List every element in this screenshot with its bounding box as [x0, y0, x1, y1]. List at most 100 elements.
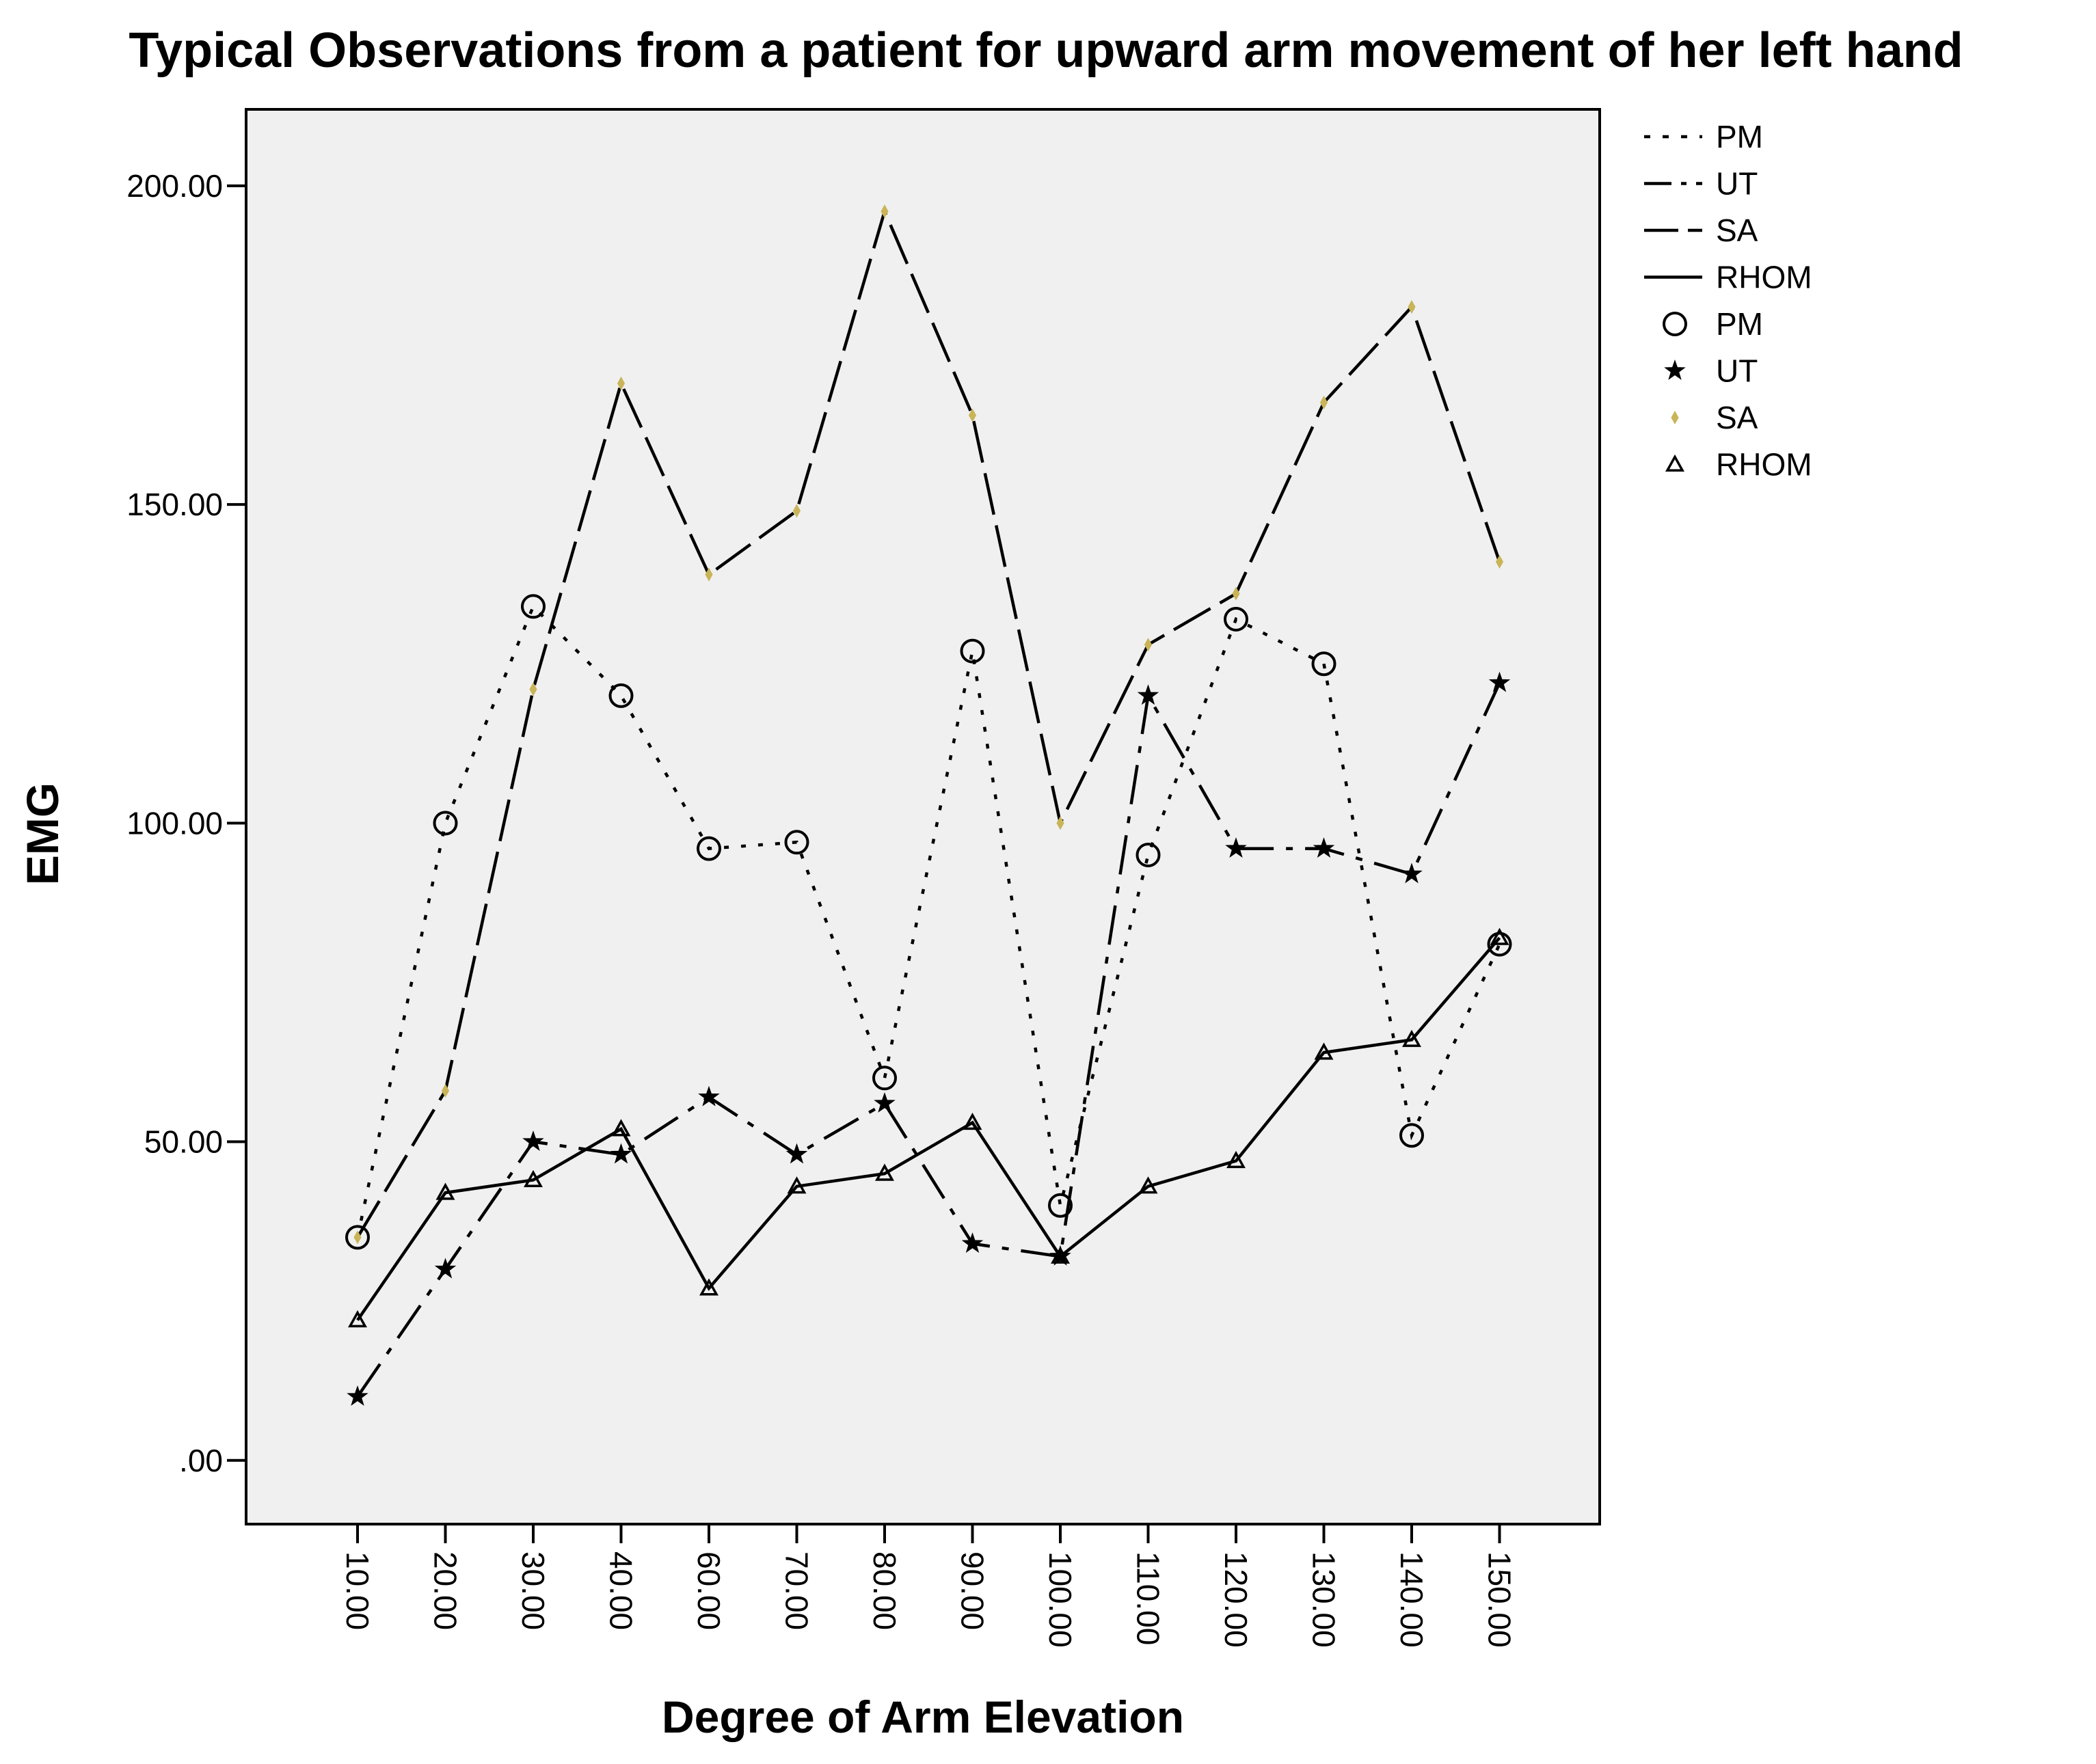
- data-point-ut: [874, 1092, 896, 1113]
- data-point-sa: [792, 504, 801, 518]
- series-line-rhom: [356, 936, 1501, 1321]
- x-tick-label: 150.00: [1482, 1551, 1518, 1648]
- data-point-rhom: [524, 1169, 543, 1188]
- data-point-rhom: [611, 1119, 631, 1137]
- legend: PM UT SA RHOM PM UT SA RHOM: [1644, 119, 1812, 483]
- x-tick-label: 20.00: [428, 1551, 463, 1630]
- legend-label-sa-marker: SA: [1716, 400, 1758, 435]
- data-point-ut: [522, 1130, 544, 1151]
- data-point-sa: [1408, 300, 1416, 314]
- data-point-rhom: [787, 1176, 807, 1194]
- data-point-sa: [441, 1083, 450, 1098]
- data-point-sa: [353, 1230, 362, 1245]
- data-point-rhom: [1402, 1029, 1421, 1047]
- chart-title: Typical Observations from a patient for …: [129, 23, 1963, 78]
- x-tick-label: 40.00: [604, 1551, 639, 1630]
- y-axis: .00 50.00 100.00 150.00 200.00: [126, 168, 246, 1478]
- y-tick-label: 150.00: [126, 487, 223, 522]
- x-tick-label: 90.00: [955, 1551, 991, 1630]
- data-point-ut: [1049, 1245, 1071, 1266]
- x-tick-label: 100.00: [1043, 1551, 1078, 1648]
- y-axis-title: EMG: [17, 783, 68, 885]
- data-point-ut: [347, 1385, 368, 1406]
- data-point-ut: [698, 1085, 720, 1107]
- legend-label-sa-line: SA: [1716, 213, 1758, 248]
- data-point-ut: [1137, 684, 1159, 705]
- data-point-pm: [960, 638, 985, 664]
- data-point-pm: [872, 1066, 897, 1091]
- data-point-ut: [1401, 863, 1423, 884]
- legend-marker-rhom: [1665, 454, 1684, 472]
- data-point-pm: [1487, 932, 1512, 957]
- data-point-pm: [521, 594, 546, 619]
- x-tick-label: 140.00: [1394, 1551, 1429, 1648]
- y-tick-label: 200.00: [126, 168, 223, 204]
- data-point-sa: [1495, 554, 1504, 569]
- legend-label-rhom-line: RHOM: [1716, 260, 1812, 295]
- data-point-ut: [1225, 837, 1247, 858]
- data-point-ut: [961, 1232, 984, 1253]
- data-point-ut: [434, 1258, 457, 1279]
- x-tick-label: 110.00: [1131, 1551, 1166, 1645]
- data-point-ut: [1313, 837, 1335, 858]
- data-point-pm: [345, 1225, 370, 1250]
- series-line-sa: [356, 206, 1501, 1238]
- series-line-pm: [355, 603, 1501, 1238]
- data-point-rhom: [1490, 927, 1509, 945]
- plot-area: [245, 108, 1601, 1525]
- data-point-pm: [608, 683, 634, 708]
- data-point-rhom: [1314, 1042, 1334, 1060]
- y-tick-label: 100.00: [126, 805, 223, 841]
- legend-label-rhom-marker: RHOM: [1716, 447, 1812, 483]
- data-point-pm: [784, 830, 809, 855]
- data-point-pm: [697, 836, 721, 861]
- data-point-sa: [1056, 816, 1064, 830]
- x-axis: 10.00 20.00 30.00 40.00 60.00 70.00 80.00 90.00…: [340, 1524, 1518, 1648]
- data-point-sa: [705, 567, 713, 582]
- legend-label-ut-line: UT: [1716, 166, 1758, 202]
- data-point-sa: [1232, 586, 1240, 601]
- marker-layer: [345, 204, 1512, 1406]
- data-point-rhom: [1226, 1150, 1246, 1169]
- data-point-ut: [610, 1143, 632, 1164]
- data-point-sa: [617, 376, 626, 390]
- data-point-pm: [433, 811, 458, 836]
- series-line-ut: [356, 682, 1501, 1398]
- x-tick-label: 130.00: [1306, 1551, 1342, 1648]
- x-tick-label: 60.00: [691, 1551, 727, 1630]
- data-point-sa: [1319, 395, 1328, 409]
- data-point-rhom: [699, 1278, 718, 1296]
- legend-label-ut-marker: UT: [1716, 353, 1758, 389]
- data-point-rhom: [963, 1112, 982, 1130]
- data-point-rhom: [875, 1163, 894, 1181]
- legend-marker-pm: [1663, 312, 1687, 336]
- x-tick-label: 80.00: [867, 1551, 902, 1630]
- data-point-sa: [529, 682, 537, 696]
- x-tick-label: 10.00: [340, 1551, 375, 1630]
- data-point-rhom: [1051, 1246, 1070, 1264]
- data-point-sa: [1144, 638, 1153, 652]
- data-point-rhom: [435, 1182, 455, 1200]
- data-point-ut: [785, 1143, 808, 1164]
- x-tick-label: 30.00: [515, 1551, 551, 1630]
- x-axis-title: Degree of Arm Elevation: [662, 1692, 1184, 1742]
- data-point-rhom: [348, 1310, 367, 1328]
- data-point-pm: [1224, 606, 1248, 632]
- data-point-pm: [1311, 651, 1336, 677]
- data-point-pm: [1399, 1123, 1424, 1148]
- data-point-pm: [1048, 1193, 1073, 1218]
- y-tick-label: 50.00: [144, 1124, 223, 1160]
- x-tick-label: 120.00: [1218, 1551, 1254, 1648]
- legend-marker-ut: [1664, 359, 1686, 380]
- data-point-pm: [1136, 842, 1161, 867]
- series-layer: [355, 206, 1501, 1398]
- legend-label-pm-marker: PM: [1716, 306, 1763, 342]
- legend-label-pm-line: PM: [1716, 119, 1763, 154]
- data-point-sa: [968, 408, 977, 422]
- data-point-rhom: [1138, 1176, 1158, 1194]
- y-tick-label: .00: [179, 1443, 223, 1478]
- x-tick-label: 70.00: [779, 1551, 815, 1630]
- legend-marker-sa: [1671, 410, 1679, 425]
- data-point-sa: [881, 204, 889, 219]
